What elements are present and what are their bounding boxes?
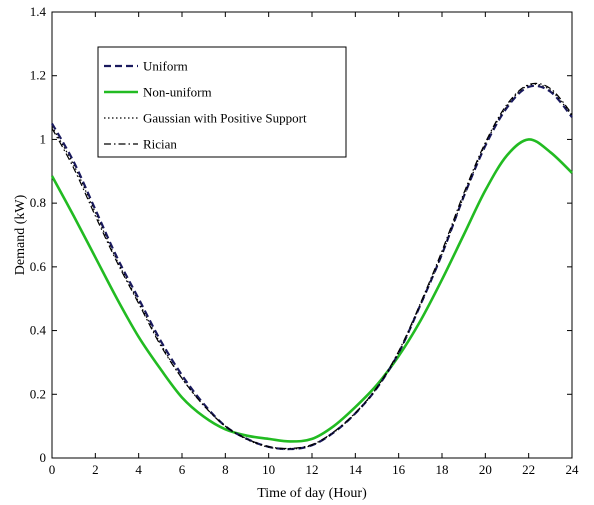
series-line-non-uniform xyxy=(50,138,573,443)
x-tick-label: 10 xyxy=(262,462,275,477)
x-tick-label: 22 xyxy=(522,462,535,477)
x-tick-label: 14 xyxy=(349,462,363,477)
series-line-rician xyxy=(51,82,573,450)
legend: Uniform Non-uniform Gaussian with Positive… xyxy=(97,46,347,158)
x-tick-label: 24 xyxy=(566,462,580,477)
legend-label: Uniform xyxy=(143,59,188,74)
legend-label: Rician xyxy=(143,137,177,152)
x-tick-label: 20 xyxy=(479,462,492,477)
y-tick-label: 0.4 xyxy=(30,323,47,338)
x-tick-label: 2 xyxy=(92,462,99,477)
y-tick-label: 1.4 xyxy=(30,4,47,19)
y-tick-label: 0.6 xyxy=(30,259,47,274)
x-tick-label: 0 xyxy=(49,462,56,477)
legend-box xyxy=(97,46,347,158)
x-axis-label: Time of day (Hour) xyxy=(257,486,367,501)
x-tick-label: 16 xyxy=(392,462,406,477)
x-tick-label: 12 xyxy=(306,462,319,477)
y-tick-label: 1.2 xyxy=(30,68,46,83)
axis-ticks xyxy=(51,11,573,459)
legend-label: Gaussian with Positive Support xyxy=(143,111,307,126)
legend-label: Non-uniform xyxy=(143,85,212,100)
x-tick-label: 8 xyxy=(222,462,229,477)
y-tick-label: 0.2 xyxy=(30,386,46,401)
y-tick-label: 0.8 xyxy=(30,195,46,210)
x-tick-label: 4 xyxy=(135,462,142,477)
y-tick-label: 0 xyxy=(40,450,47,465)
x-tick-label: 18 xyxy=(436,462,449,477)
tick-labels: 0 2 4 6 8 10 12 14 16 18 20 22 2400.20.40.60.811.21.… xyxy=(30,4,579,477)
y-axis-label: Demand (kW) xyxy=(13,194,28,275)
y-tick-label: 1 xyxy=(40,131,47,146)
x-tick-label: 6 xyxy=(179,462,186,477)
series-lines xyxy=(50,82,573,451)
